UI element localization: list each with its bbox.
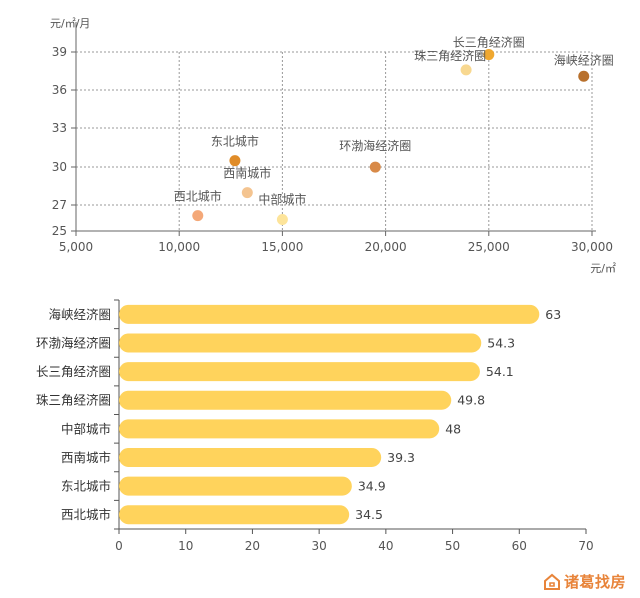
bar-category-label: 中部城市 [61,421,111,436]
scatter-point [578,70,590,82]
scatter-point [229,155,241,167]
bar [119,304,540,324]
scatter-x-tick-label: 30,000 [571,240,613,254]
scatter-x-tick-label: 5,000 [59,240,93,254]
bar-x-tick-label: 60 [512,539,527,553]
bar-value-label: 34.9 [358,479,386,494]
scatter-y-tick-label: 27 [52,198,67,212]
logo-text: 诸葛找房 [563,573,626,591]
bar-x-tick-label: 50 [445,539,460,553]
bar-value-label: 48 [445,421,461,436]
scatter-point [483,49,495,61]
bar-x-tick-label: 10 [178,539,193,553]
scatter-point-label: 西北城市 [174,189,222,204]
bar-x-tick-label: 0 [115,539,123,553]
scatter-x-tick-label: 25,000 [468,240,510,254]
bar-category-label: 东北城市 [61,479,111,494]
bar [119,362,480,382]
bar-category-label: 环渤海经济圈 [36,335,111,350]
scatter-x-tick-label: 10,000 [158,240,200,254]
bar [119,390,452,410]
bar-value-label: 54.1 [486,364,514,379]
scatter-y-tick-label: 33 [52,121,67,135]
bar-value-label: 34.5 [355,507,383,522]
bar-category-label: 珠三角经济圈 [36,393,111,408]
scatter-point-label: 海峡经济圈 [554,52,614,67]
bar-category-label: 海峡经济圈 [48,307,111,322]
scatter-y-tick-label: 36 [52,83,67,97]
scatter-x-axis-title: 元/㎡ [590,262,616,275]
scatter-point-label: 长三角经济圈 [453,35,525,50]
scatter-point [192,210,204,222]
bar [119,505,350,525]
scatter-y-axis-title: 元/㎡/月 [50,17,90,30]
bar-category-label: 西南城市 [61,450,111,465]
bar-value-label: 63 [545,307,561,322]
scatter-point [276,213,288,225]
scatter-x-tick-label: 20,000 [365,240,407,254]
bar [119,333,482,353]
bar-category-label: 长三角经济圈 [36,364,111,379]
bar-x-tick-label: 20 [245,539,260,553]
brand-logo: 诸葛找房 [543,571,626,592]
bar-value-label: 39.3 [387,450,415,465]
scatter-x-tick-label: 15,000 [261,240,303,254]
bar-x-tick-label: 30 [312,539,327,553]
scatter-point [369,161,381,173]
scatter-point [241,187,253,199]
scatter-point-label: 珠三角经济圈 [414,48,486,63]
house-icon [543,573,560,590]
scatter-point-label: 环渤海经济圈 [339,138,411,153]
bar-x-tick-label: 40 [378,539,393,553]
scatter-y-tick-label: 30 [52,160,67,174]
bar-x-tick-label: 70 [578,539,593,553]
scatter-y-tick-label: 25 [52,224,67,238]
bar-value-label: 54.3 [487,335,515,350]
scatter-point-label: 西南城市 [223,166,271,181]
bar [119,419,440,439]
scatter-point-label: 中部城市 [258,191,306,206]
bar [119,447,382,467]
bar-category-label: 西北城市 [61,507,111,522]
scatter-point-label: 东北城市 [211,134,259,149]
scatter-point [460,64,472,76]
bar-value-label: 49.8 [457,393,485,408]
scatter-y-tick-label: 39 [52,45,67,59]
bar [119,476,352,496]
